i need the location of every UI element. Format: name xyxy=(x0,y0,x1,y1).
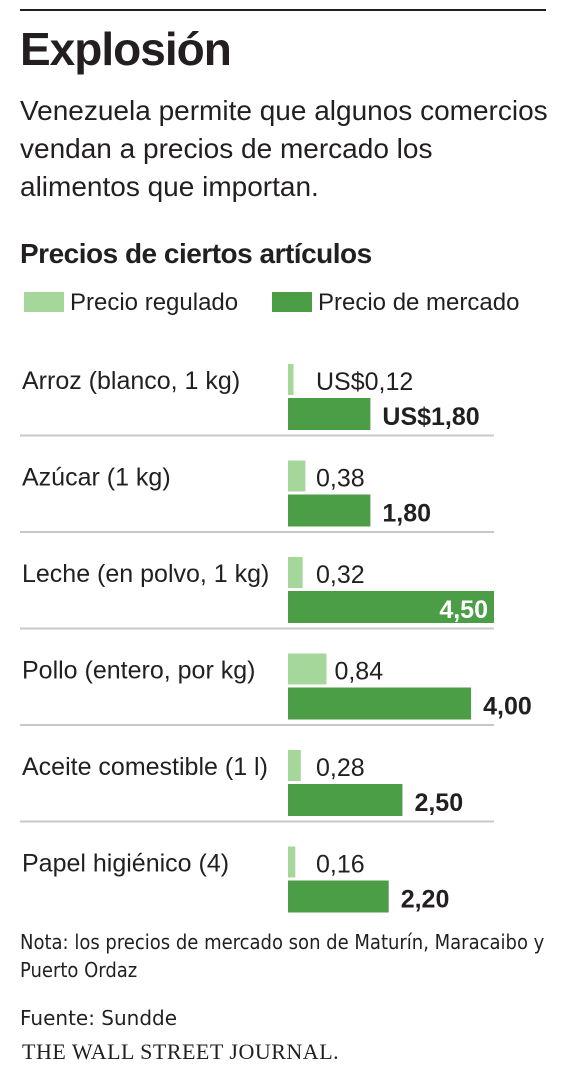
bar-regulated xyxy=(288,846,296,878)
bar-market xyxy=(288,880,389,913)
legend-label-market: Precio de mercado xyxy=(318,289,520,316)
category-label: Azúcar (1 kg) xyxy=(22,464,171,492)
bar-regulated xyxy=(288,460,306,492)
category-label: Arroz (blanco, 1 kg) xyxy=(22,367,240,395)
bar-market xyxy=(288,591,494,623)
publisher-logo: THE WALL STREET JOURNAL. xyxy=(22,1039,340,1064)
footnote: Nota: los precios de mercado son de Matu… xyxy=(20,930,545,982)
chart-legend: Precio regulado Precio de mercado xyxy=(24,285,554,321)
source-line: Fuente: Sundde xyxy=(20,1006,178,1030)
category-label: Papel higiénico (4) xyxy=(22,850,229,878)
category-label: Aceite comestible (1 l) xyxy=(22,753,268,781)
bar-regulated xyxy=(288,653,327,685)
value-label-regulated: 0,32 xyxy=(316,561,365,589)
bar-market xyxy=(288,494,371,527)
bar-regulated xyxy=(288,750,301,781)
bar-market xyxy=(288,398,371,430)
legend-swatch-market xyxy=(272,292,312,312)
chart-title: Precios de ciertos artículos xyxy=(20,238,372,269)
legend-swatch-regulated xyxy=(24,292,64,312)
value-label-market: 2,50 xyxy=(414,789,463,817)
value-label-regulated: 0,16 xyxy=(316,851,365,879)
top-rule xyxy=(20,9,546,11)
value-label-regulated: 0,28 xyxy=(316,754,365,782)
graphic-title: Explosión xyxy=(20,23,232,75)
value-label-regulated: 0,84 xyxy=(334,658,383,686)
bar-regulated xyxy=(288,364,294,395)
value-label-market: 4,50 xyxy=(439,596,488,624)
value-label-market: 2,20 xyxy=(401,886,450,914)
category-label: Pollo (entero, por kg) xyxy=(22,657,255,685)
bar-market xyxy=(288,687,472,720)
graphic-subtitle: Venezuela permite que algunos comercios … xyxy=(20,95,548,202)
bar-market xyxy=(288,784,403,816)
legend-label-regulated: Precio regulado xyxy=(70,289,239,316)
bar-regulated xyxy=(288,557,303,588)
value-label-market: US$1,80 xyxy=(382,403,479,431)
value-label-regulated: US$0,12 xyxy=(316,368,413,396)
bar-chart: Arroz (blanco, 1 kg) US$0,12 US$1,80 Azúcar… xyxy=(20,364,532,914)
value-label-market: 1,80 xyxy=(382,500,431,528)
value-label-market: 4,00 xyxy=(483,693,532,721)
category-label: Leche (en polvo, 1 kg) xyxy=(22,560,269,588)
value-label-regulated: 0,38 xyxy=(316,465,365,493)
